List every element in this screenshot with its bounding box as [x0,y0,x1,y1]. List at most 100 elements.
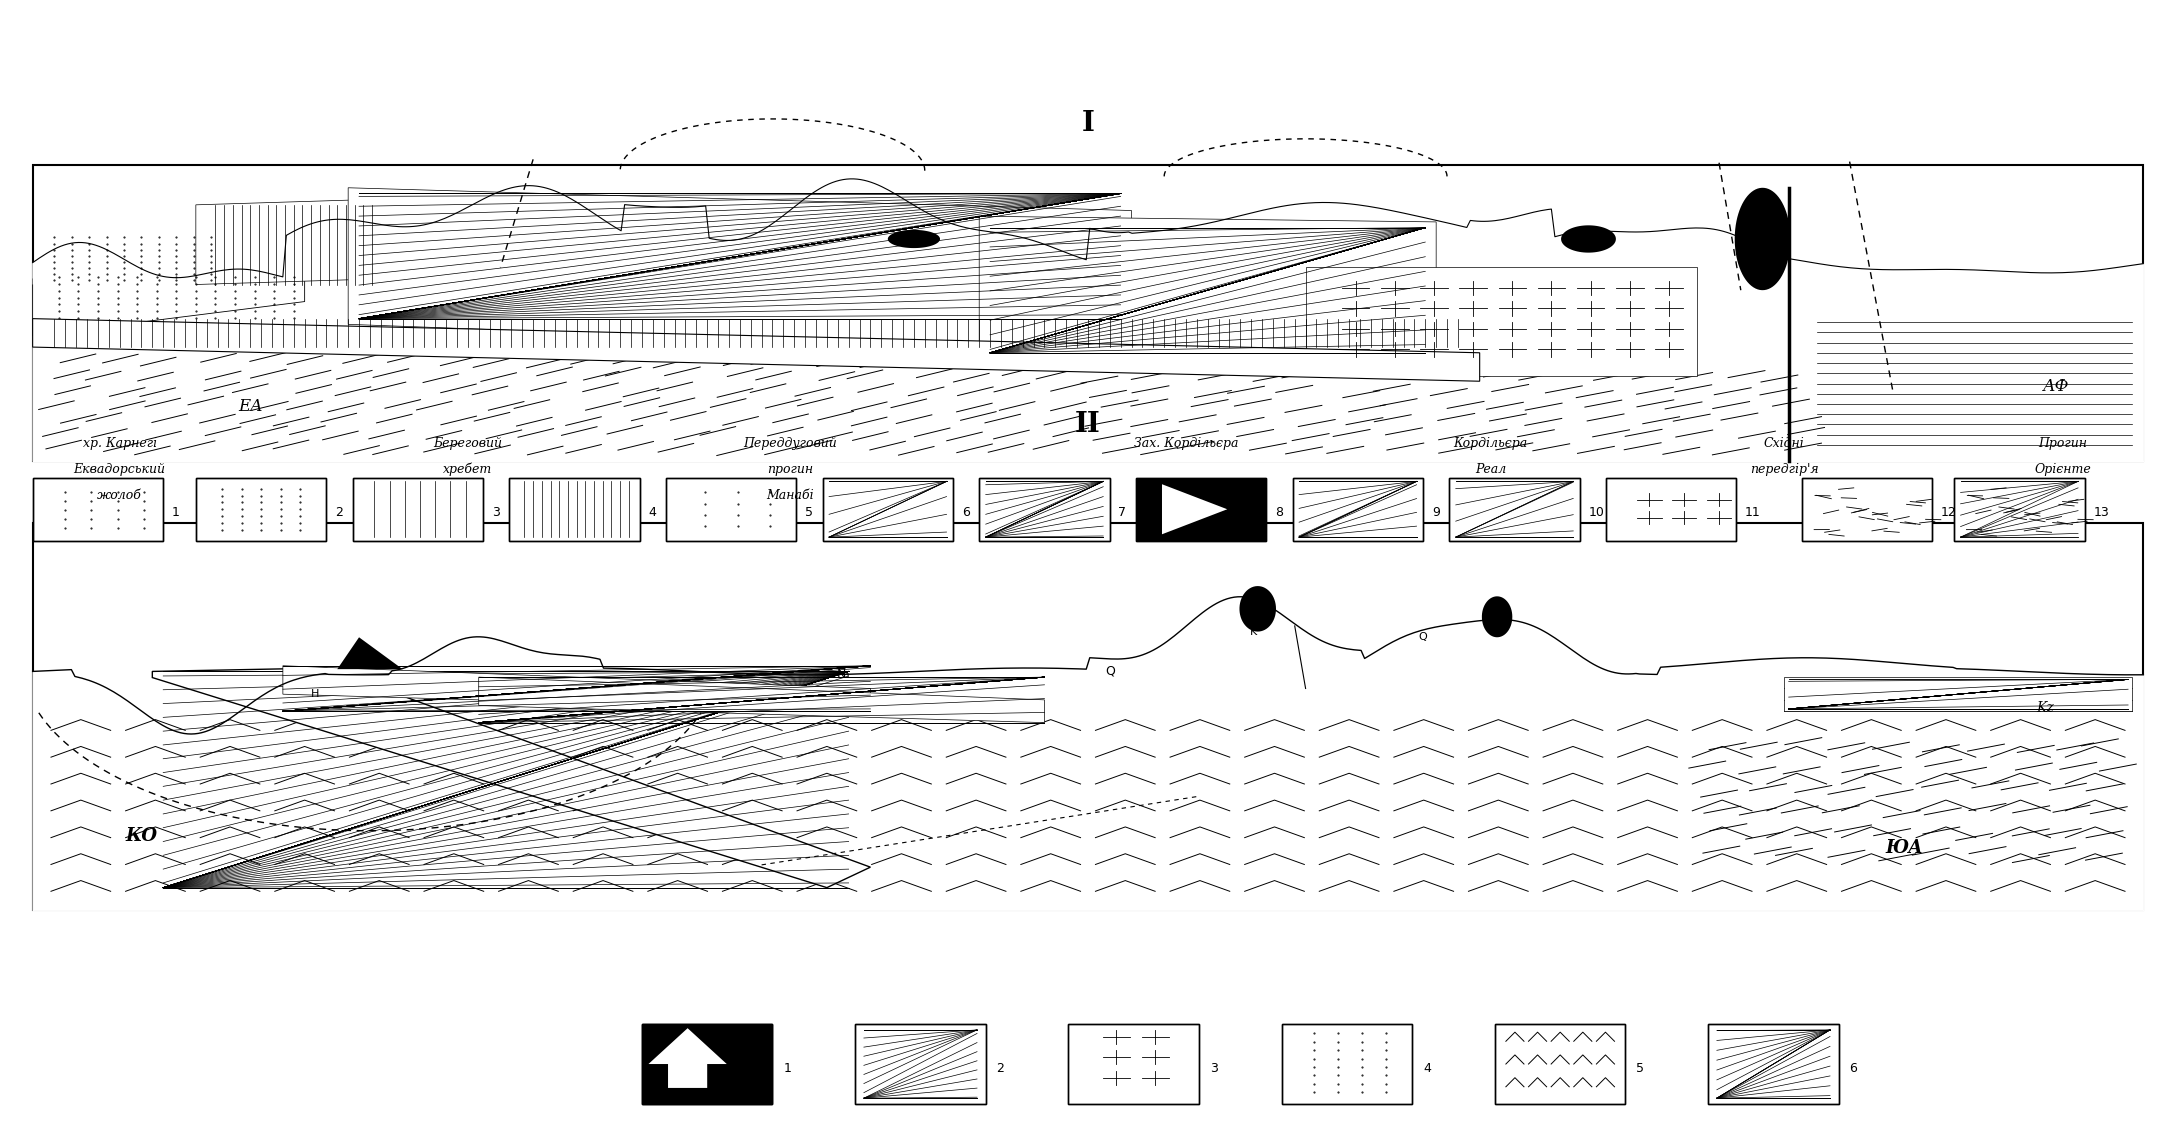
Bar [666,478,796,541]
Text: Кордільєра: Кордільєра [1454,437,1528,450]
Polygon shape [1784,677,2132,711]
Polygon shape [1560,225,1617,253]
Text: Зах. Кордільєра: Зах. Кордільєра [1134,437,1238,450]
Bar [1802,478,1932,541]
Bar [1136,478,1266,541]
Bar [1708,1024,1839,1104]
Bar [1282,1024,1412,1104]
Bar [1293,478,1423,541]
Polygon shape [33,263,218,284]
Polygon shape [888,230,940,248]
Polygon shape [1240,586,1275,632]
Text: Переддуговий: Переддуговий [742,437,838,450]
Text: Прогин: Прогин [2039,437,2087,450]
Bar [1606,478,1736,541]
Bar [1068,1024,1199,1104]
Text: 2: 2 [335,506,344,519]
Bar [1449,478,1580,541]
Bar [33,478,163,541]
Polygon shape [196,199,381,284]
Text: Береговий: Береговий [433,437,503,450]
Polygon shape [648,1029,727,1088]
Text: 3: 3 [1210,1062,1219,1074]
Bar [1495,1024,1625,1104]
Text: Q: Q [1105,665,1114,678]
Bar [1449,478,1580,541]
Text: Орієнте: Орієнте [2035,463,2091,476]
Bar [1802,478,1932,541]
Text: прогин: прогин [766,463,814,476]
Text: Еквадорський: Еквадорський [74,463,165,476]
Text: H: H [311,690,320,699]
Text: 5: 5 [805,506,814,519]
Polygon shape [1482,596,1512,637]
Bar [823,478,953,541]
Text: 1: 1 [783,1062,792,1074]
Polygon shape [1306,267,1697,376]
Bar [1606,478,1736,541]
Bar [666,478,796,541]
Bar [1293,478,1423,541]
Text: I: I [1081,109,1095,137]
Text: 10: 10 [1588,506,1604,519]
Polygon shape [283,666,870,711]
Text: II: II [1075,411,1101,438]
Bar [509,478,640,541]
Text: 4: 4 [1423,1062,1432,1074]
Text: 6: 6 [962,506,970,519]
Bar [642,1024,772,1104]
Polygon shape [33,267,305,336]
Polygon shape [33,319,1480,381]
Text: ЮА: ЮА [1884,839,1924,857]
Text: Kz: Kz [2037,701,2054,715]
Bar [979,478,1110,541]
Text: хр. Карнегі: хр. Карнегі [83,437,157,450]
Text: ЕА: ЕА [237,398,263,414]
Text: 7: 7 [1118,506,1127,519]
Bar [1068,1024,1199,1104]
Text: КО: КО [126,827,157,846]
Text: N₁: N₁ [838,668,851,682]
Bar [1708,1024,1839,1104]
Bar [1954,478,2085,541]
Bar [642,1024,772,1104]
Bar [353,478,483,541]
Text: K: K [1249,627,1258,636]
Text: Манабі: Манабі [766,489,814,502]
Bar [855,1024,986,1104]
Text: 12: 12 [1941,506,1956,519]
Text: 5: 5 [1636,1062,1645,1074]
Bar [33,523,2143,910]
Polygon shape [1734,188,1791,290]
Bar [196,478,326,541]
Text: Q: Q [1419,633,1427,642]
Text: АФ: АФ [2043,379,2069,395]
Bar [33,478,163,541]
Bar [353,478,483,541]
Text: 9: 9 [1432,506,1441,519]
Polygon shape [479,677,1044,723]
Text: 6: 6 [1850,1062,1858,1074]
Polygon shape [337,637,403,669]
Text: передгір'я: передгір'я [1750,463,1819,476]
Bar [33,165,2143,461]
Text: 1: 1 [172,506,181,519]
Bar [1495,1024,1625,1104]
Polygon shape [348,188,1132,353]
Text: Реал: Реал [1475,463,1506,476]
Bar [1136,478,1266,541]
Bar [1954,478,2085,541]
Bar [855,1024,986,1104]
Text: 4: 4 [648,506,657,519]
Bar [1282,1024,1412,1104]
Bar [642,1024,772,1104]
Text: Східні: Східні [1765,437,1804,450]
Bar [196,478,326,541]
Text: 11: 11 [1745,506,1760,519]
Text: 13: 13 [2093,506,2109,519]
Bar [509,478,640,541]
Polygon shape [152,668,870,888]
Text: 3: 3 [492,506,500,519]
Text: 2: 2 [997,1062,1005,1074]
Bar [979,478,1110,541]
